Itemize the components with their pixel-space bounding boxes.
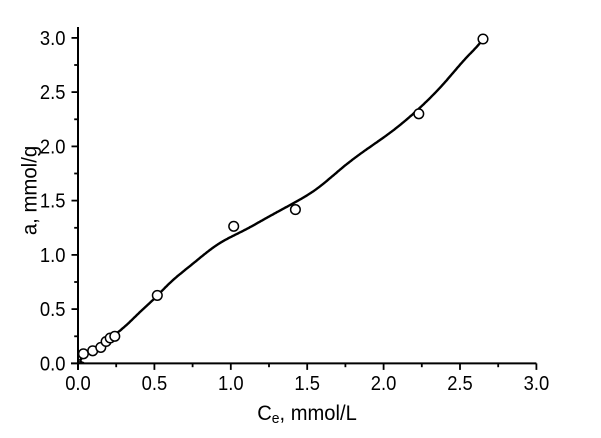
svg-text:2.0: 2.0 xyxy=(40,137,66,159)
svg-text:0.0: 0.0 xyxy=(65,373,91,395)
svg-text:1.0: 1.0 xyxy=(218,373,244,395)
svg-text:2.5: 2.5 xyxy=(447,373,473,395)
svg-text:3.0: 3.0 xyxy=(524,373,550,395)
svg-text:1.5: 1.5 xyxy=(40,191,66,213)
svg-text:1.5: 1.5 xyxy=(294,373,320,395)
svg-text:2.0: 2.0 xyxy=(371,373,397,395)
svg-text:0.5: 0.5 xyxy=(142,373,168,395)
svg-text:1.0: 1.0 xyxy=(40,245,66,267)
svg-text:0.5: 0.5 xyxy=(40,299,66,321)
svg-text:a, mmol/g: a, mmol/g xyxy=(18,146,41,235)
svg-text:3.0: 3.0 xyxy=(40,28,66,50)
svg-text:0.0: 0.0 xyxy=(40,354,66,376)
svg-text:2.5: 2.5 xyxy=(40,82,66,104)
